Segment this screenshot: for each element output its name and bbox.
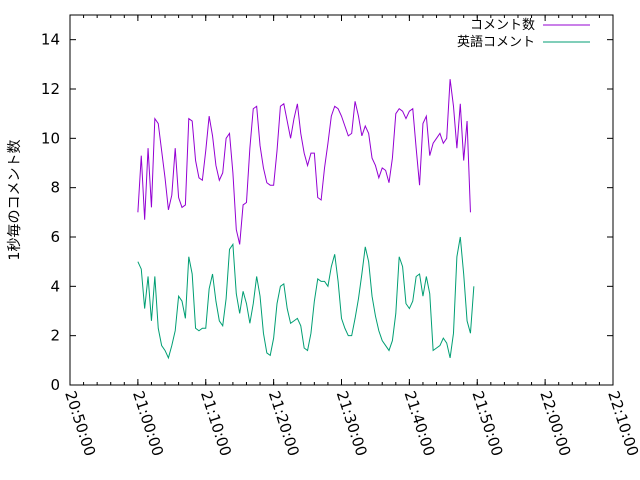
- legend-label: コメント数: [470, 18, 535, 33]
- y-tick-label: 4: [50, 277, 60, 295]
- y-tick-label: 14: [41, 31, 60, 49]
- series-line-1: [137, 79, 471, 245]
- legend-label: 英語コメント: [457, 34, 535, 50]
- series-line-2: [137, 236, 475, 360]
- series-layer: [137, 79, 475, 360]
- y-tick-label: 8: [50, 179, 60, 197]
- y-tick-label: 0: [50, 376, 60, 394]
- y-axis: 0 2 4 6 8 10 12 14: [41, 31, 613, 394]
- y-tick-label: 2: [50, 327, 60, 345]
- y-tick-label: 12: [41, 80, 60, 98]
- y-tick-label: 10: [41, 129, 60, 147]
- y-axis-title: 1秒毎のコメント数: [7, 140, 23, 261]
- y-tick-label: 6: [50, 228, 60, 246]
